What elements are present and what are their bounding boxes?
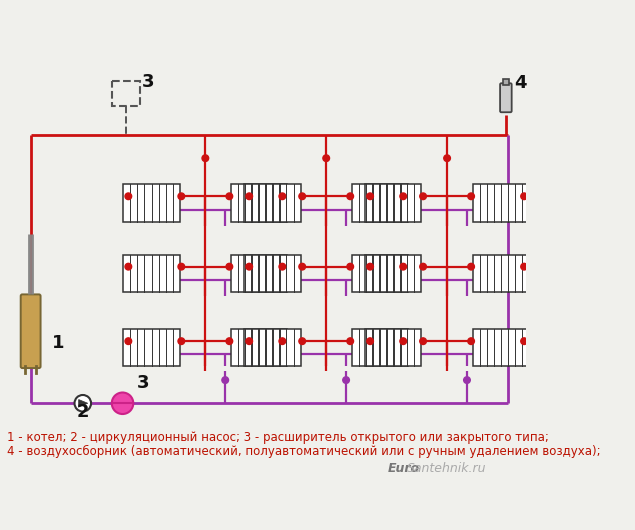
Bar [352,254,408,292]
Bar [112,81,140,106]
Circle shape [444,155,450,162]
Circle shape [125,263,131,270]
Circle shape [226,263,232,270]
Text: Euro: Euro [387,462,420,475]
Circle shape [112,393,133,414]
Circle shape [323,155,330,162]
FancyBboxPatch shape [500,83,512,112]
Circle shape [299,193,305,200]
Bar [502,79,509,84]
Circle shape [279,263,286,270]
Circle shape [178,263,185,270]
Circle shape [125,338,131,344]
Bar [365,184,422,222]
Circle shape [468,338,474,344]
Bar [352,184,408,222]
Bar [244,184,300,222]
Circle shape [400,193,406,200]
Circle shape [299,338,305,344]
Circle shape [178,193,185,200]
Circle shape [367,338,373,344]
Circle shape [468,193,474,200]
Bar [473,184,529,222]
Circle shape [226,338,232,344]
Circle shape [420,263,426,270]
Circle shape [222,377,229,383]
Circle shape [246,193,253,200]
Circle shape [347,263,354,270]
Bar [244,254,300,292]
Circle shape [125,193,131,200]
Circle shape [400,338,406,344]
Circle shape [367,263,373,270]
Circle shape [468,263,474,270]
Text: 3: 3 [137,374,149,392]
Circle shape [347,193,354,200]
Circle shape [226,193,232,200]
Bar [231,254,287,292]
Bar [231,329,287,366]
Bar [352,329,408,366]
Circle shape [464,377,471,383]
Bar [473,329,529,366]
Text: 2: 2 [77,402,90,420]
Bar [123,184,180,222]
Circle shape [347,338,354,344]
Circle shape [246,338,253,344]
Circle shape [202,155,209,162]
Circle shape [279,338,286,344]
FancyBboxPatch shape [21,294,41,368]
Circle shape [521,338,528,344]
Bar [123,254,180,292]
Text: 4: 4 [514,74,526,92]
Circle shape [246,263,253,270]
Bar [473,254,529,292]
Text: 3: 3 [142,73,154,91]
Circle shape [367,193,373,200]
Circle shape [521,193,528,200]
Circle shape [279,193,286,200]
Bar [231,184,287,222]
Polygon shape [79,400,88,407]
Text: 4 - воздухосборник (автоматический, полуавтоматический или с ручным удалением во: 4 - воздухосборник (автоматический, полу… [6,445,600,457]
Bar [365,254,422,292]
Circle shape [400,263,406,270]
Bar [244,329,300,366]
Circle shape [343,377,349,383]
Circle shape [420,338,426,344]
Circle shape [74,395,91,412]
Text: Santehnik.ru: Santehnik.ru [408,462,487,475]
Text: 1: 1 [52,334,65,352]
Circle shape [521,263,528,270]
Text: 1 - котел; 2 - циркуляционный насос; 3 - расширитель открытого или закрытого тип: 1 - котел; 2 - циркуляционный насос; 3 -… [6,430,549,444]
Bar [365,329,422,366]
Circle shape [178,338,185,344]
Bar [123,329,180,366]
Circle shape [299,263,305,270]
Circle shape [420,193,426,200]
